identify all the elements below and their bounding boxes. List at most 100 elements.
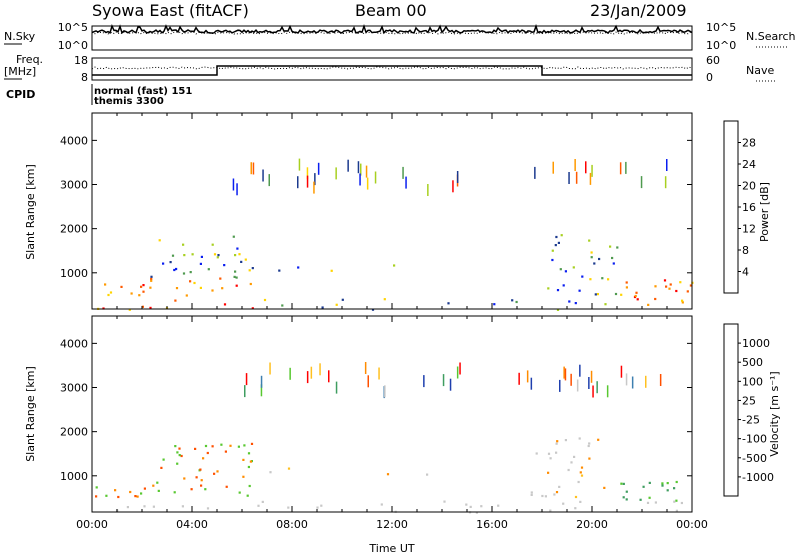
data-point xyxy=(316,506,319,509)
colorbar-tick-label: 20 xyxy=(742,180,756,193)
data-point xyxy=(249,460,252,463)
data-point xyxy=(152,505,155,508)
data-streak xyxy=(359,173,361,186)
freq-label-line1: Freq. xyxy=(16,53,43,66)
data-streak xyxy=(585,161,587,174)
data-point xyxy=(199,468,202,471)
data-streak xyxy=(570,373,572,386)
data-point xyxy=(622,496,625,499)
data-streak xyxy=(427,184,429,196)
data-streak xyxy=(606,385,609,398)
data-point xyxy=(178,454,181,457)
data-point xyxy=(666,489,669,492)
data-streak xyxy=(619,162,622,175)
colorbar-tick-label: 1000 xyxy=(742,337,770,350)
data-streak xyxy=(260,375,263,388)
data-streak xyxy=(269,362,271,375)
nave-label: Nave xyxy=(746,64,774,77)
data-point xyxy=(580,474,584,477)
data-point xyxy=(207,268,210,271)
data-streak xyxy=(568,172,570,184)
data-point xyxy=(648,481,651,484)
data-point xyxy=(675,480,678,484)
data-point xyxy=(614,292,618,296)
data-point xyxy=(371,308,375,311)
nsky-panel: N.Sky 10^5 10^0 10^5 10^0 N.Search xyxy=(4,21,796,52)
data-streak xyxy=(456,366,459,379)
power-x-ticks xyxy=(91,113,693,309)
data-point xyxy=(189,280,192,283)
colorbar-tick-label: 16 xyxy=(742,201,756,214)
data-point xyxy=(558,485,561,488)
data-point xyxy=(219,277,222,280)
data-point xyxy=(95,495,98,498)
data-streak xyxy=(365,165,368,178)
data-point xyxy=(152,484,155,487)
data-point xyxy=(247,465,250,469)
data-streak xyxy=(357,161,360,174)
data-point xyxy=(225,485,228,488)
freq-frame xyxy=(91,57,693,81)
data-point xyxy=(130,292,133,295)
data-point xyxy=(107,293,110,297)
data-point xyxy=(581,275,584,278)
data-streak xyxy=(442,374,445,387)
data-streak xyxy=(306,167,309,180)
data-point xyxy=(574,507,577,510)
data-point xyxy=(247,452,251,455)
data-point xyxy=(105,494,108,497)
data-point xyxy=(681,299,684,302)
data-point xyxy=(142,290,145,293)
data-point xyxy=(555,451,558,454)
data-point xyxy=(195,476,198,479)
nave-right-tick-top: 60 xyxy=(706,54,720,67)
data-streak xyxy=(625,373,628,386)
data-streak xyxy=(552,161,554,174)
data-point xyxy=(590,251,593,254)
data-point xyxy=(185,294,188,297)
nsky-label: N.Sky xyxy=(4,30,36,43)
data-point xyxy=(143,487,146,490)
data-point xyxy=(654,285,657,288)
data-point xyxy=(647,303,650,306)
data-point xyxy=(150,279,153,282)
colorbar-tick-label: 24 xyxy=(742,158,756,171)
data-point xyxy=(549,509,552,512)
data-point xyxy=(199,262,202,265)
power-colorbar-label: Power [dB] xyxy=(758,182,771,242)
data-streak xyxy=(645,375,647,388)
data-point xyxy=(634,294,637,298)
data-point xyxy=(669,283,672,286)
colorbar-tick-label: 28 xyxy=(742,137,756,150)
nsky-frame xyxy=(91,25,693,51)
data-point xyxy=(668,287,671,290)
colorbar-tick-label: 25 xyxy=(742,394,756,407)
power-frame xyxy=(91,112,693,310)
data-point xyxy=(229,444,232,447)
data-streak xyxy=(250,162,252,175)
data-point xyxy=(269,471,272,474)
data-point xyxy=(191,253,194,256)
data-point xyxy=(680,501,683,505)
data-streak xyxy=(244,385,246,398)
data-point xyxy=(447,302,450,305)
data-point xyxy=(287,467,291,470)
x-tick-label: 16:00 xyxy=(476,518,508,531)
data-point xyxy=(675,289,678,293)
data-streak xyxy=(659,374,662,386)
power-data-points xyxy=(97,158,694,311)
data-streak xyxy=(459,362,461,375)
data-point xyxy=(183,254,186,257)
data-point xyxy=(128,308,131,311)
data-streak xyxy=(313,181,315,194)
velocity-ylabel: Slant Range [km] xyxy=(24,366,37,462)
data-streak xyxy=(526,370,529,383)
data-point xyxy=(138,294,141,297)
data-point xyxy=(635,291,638,294)
data-point xyxy=(553,493,556,496)
data-point xyxy=(162,458,165,461)
data-point xyxy=(249,282,252,286)
data-point xyxy=(574,302,577,305)
data-point xyxy=(544,495,547,498)
